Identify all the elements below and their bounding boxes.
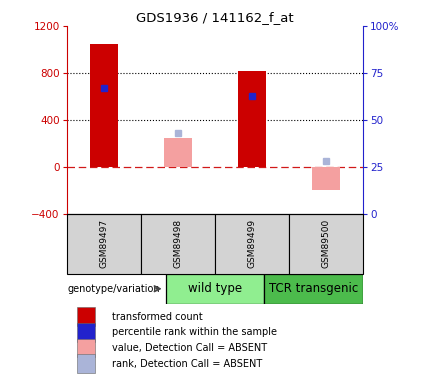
Bar [164,138,192,167]
Bar [77,323,95,342]
Text: GSM89497: GSM89497 [99,219,108,268]
Bar [289,214,363,274]
Bar [67,214,141,274]
Bar [312,167,341,190]
Bar [77,339,95,357]
Bar [77,354,95,373]
Text: GSM89500: GSM89500 [322,219,331,268]
Text: TCR transgenic: TCR transgenic [269,282,359,295]
Bar [238,71,266,167]
Text: transformed count: transformed count [112,312,203,322]
Text: value, Detection Call = ABSENT: value, Detection Call = ABSENT [112,343,267,353]
Bar [166,274,264,304]
Text: wild type: wild type [188,282,242,295]
Bar [141,214,215,274]
Text: rank, Detection Call = ABSENT: rank, Detection Call = ABSENT [112,358,262,369]
Text: genotype/variation: genotype/variation [68,284,160,294]
Title: GDS1936 / 141162_f_at: GDS1936 / 141162_f_at [136,11,294,24]
Bar [215,214,289,274]
Text: GSM89499: GSM89499 [248,219,257,268]
Bar [264,274,363,304]
Text: GSM89498: GSM89498 [173,219,182,268]
Bar [77,308,95,326]
Bar [89,44,118,167]
Text: percentile rank within the sample: percentile rank within the sample [112,327,277,337]
